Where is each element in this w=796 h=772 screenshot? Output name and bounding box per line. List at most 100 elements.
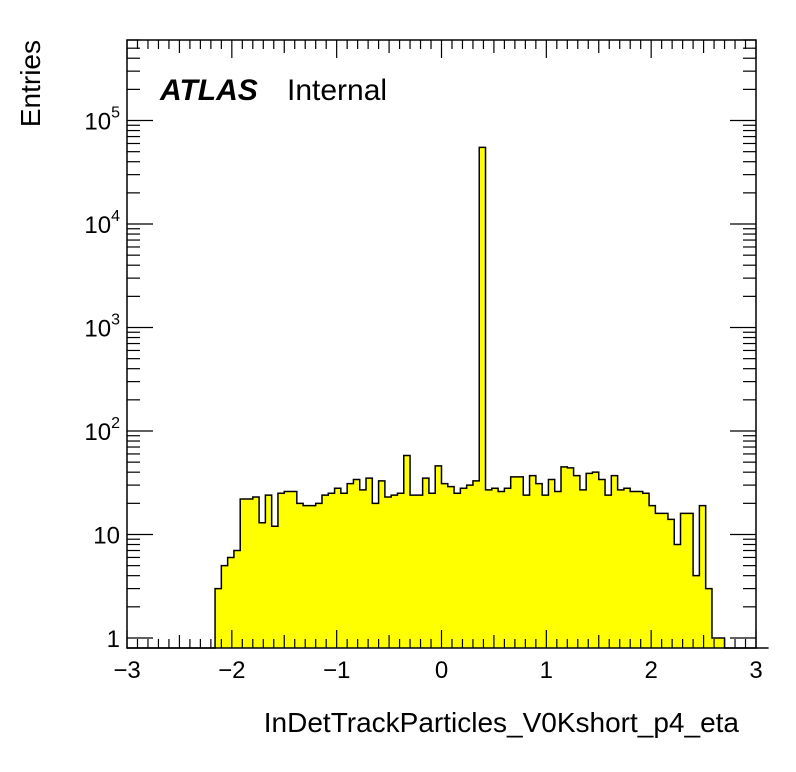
histogram-bar xyxy=(378,480,386,648)
histogram-outline-path xyxy=(127,146,769,649)
histogram-bar xyxy=(447,486,455,648)
histogram-bar xyxy=(680,513,688,648)
histogram-bar xyxy=(617,489,625,648)
histogram-bar xyxy=(705,588,713,648)
histogram-bar xyxy=(460,488,468,648)
histogram-bar xyxy=(542,495,549,648)
histogram-bar xyxy=(491,488,499,648)
histogram-bar xyxy=(548,479,556,648)
internal-label: Internal xyxy=(287,74,387,107)
histogram-bar xyxy=(403,455,411,648)
x-tick-label: −2 xyxy=(218,657,245,684)
y-axis-title: Entries xyxy=(15,40,46,127)
histogram-bar xyxy=(579,489,587,648)
histogram-bar xyxy=(674,544,681,648)
x-tick-label: 2 xyxy=(644,657,657,684)
histogram-bar xyxy=(529,475,537,648)
histogram-bar xyxy=(479,147,486,648)
x-tick-label: −3 xyxy=(113,657,140,684)
histogram-bar xyxy=(359,489,367,648)
y-tick-label: 104 xyxy=(84,208,120,239)
histogram-bar xyxy=(435,465,442,648)
histogram-bar xyxy=(227,557,235,648)
histogram-bar xyxy=(573,475,581,648)
histogram-bar xyxy=(296,503,304,648)
histogram-bar xyxy=(718,637,725,648)
histogram-bar xyxy=(598,479,606,648)
histogram-bar xyxy=(397,493,405,648)
histogram-bar xyxy=(711,637,719,648)
histogram-bar xyxy=(334,488,342,648)
histogram-bar xyxy=(466,485,474,648)
histogram-bar xyxy=(252,497,260,648)
histogram-bar xyxy=(699,505,707,648)
histogram-bar xyxy=(315,503,323,648)
histogram-bar xyxy=(240,499,247,648)
histogram-bar xyxy=(372,503,379,648)
histogram-bar xyxy=(215,588,222,648)
y-tick-label: 1 xyxy=(107,626,120,653)
histogram-bar xyxy=(535,483,543,648)
histogram-bar xyxy=(504,488,512,648)
histogram-bar xyxy=(561,466,568,648)
y-tick-label: 102 xyxy=(84,415,120,446)
histogram-bar xyxy=(611,475,619,648)
histogram-bar xyxy=(246,499,254,648)
histogram-bar xyxy=(422,478,430,648)
histogram-bar xyxy=(567,467,574,648)
y-tick-labels: 1 10 102 103 104 105 xyxy=(84,105,120,653)
histogram-bars xyxy=(215,147,725,648)
histogram-bar xyxy=(391,495,398,648)
histogram-bar xyxy=(554,491,562,648)
x-axis-ticks xyxy=(126,40,757,648)
histogram-bar xyxy=(667,519,675,648)
y-tick-label: 10 xyxy=(93,522,120,549)
histogram-bar xyxy=(642,493,650,648)
histogram-bar xyxy=(498,491,505,648)
histogram-bar xyxy=(630,491,637,648)
y-tick-label: 103 xyxy=(84,312,120,343)
histogram-bar xyxy=(516,476,524,648)
histogram-bar xyxy=(347,483,354,648)
x-tick-label: −1 xyxy=(323,657,350,684)
histogram-bar xyxy=(510,476,518,648)
histogram-bar xyxy=(661,513,669,648)
histogram-bar xyxy=(353,479,361,648)
histogram-bar xyxy=(221,565,229,648)
histogram-bar xyxy=(649,505,656,648)
histogram-bar xyxy=(410,495,417,648)
y-tick-label: 105 xyxy=(84,105,120,136)
y-axis-ticks xyxy=(127,39,756,639)
histogram-bar xyxy=(340,493,348,648)
histogram-bar xyxy=(321,495,329,648)
x-tick-label: 1 xyxy=(540,657,553,684)
histogram-bar xyxy=(233,550,241,648)
histogram-bar xyxy=(605,495,612,648)
histogram-bar xyxy=(686,513,694,648)
histogram-bar xyxy=(303,505,310,648)
histogram-bar xyxy=(271,526,279,648)
histogram-bar xyxy=(309,505,317,648)
histogram-bar xyxy=(623,488,631,648)
histogram-bar xyxy=(592,472,600,648)
histogram-bar xyxy=(655,513,663,648)
x-tick-label: 0 xyxy=(435,657,448,684)
atlas-label: ATLAS xyxy=(159,74,258,107)
histogram-bar xyxy=(472,480,480,648)
histogram-bar xyxy=(693,575,700,648)
histogram-bar xyxy=(265,495,273,648)
histogram-outline xyxy=(127,146,769,649)
histogram-bar xyxy=(586,473,593,648)
histogram-bar xyxy=(277,493,285,648)
x-tick-label: 3 xyxy=(749,657,762,684)
histogram-bar xyxy=(523,495,530,648)
histogram-bar xyxy=(428,493,436,648)
histogram-bar xyxy=(284,491,291,648)
histogram-bar xyxy=(290,491,298,648)
histogram-bar xyxy=(366,478,373,648)
x-tick-labels: −3 −2 −1 0 1 2 3 xyxy=(113,657,762,684)
histogram-bar xyxy=(328,493,335,648)
histogram-bar xyxy=(485,489,493,648)
histogram-bar xyxy=(259,522,266,648)
